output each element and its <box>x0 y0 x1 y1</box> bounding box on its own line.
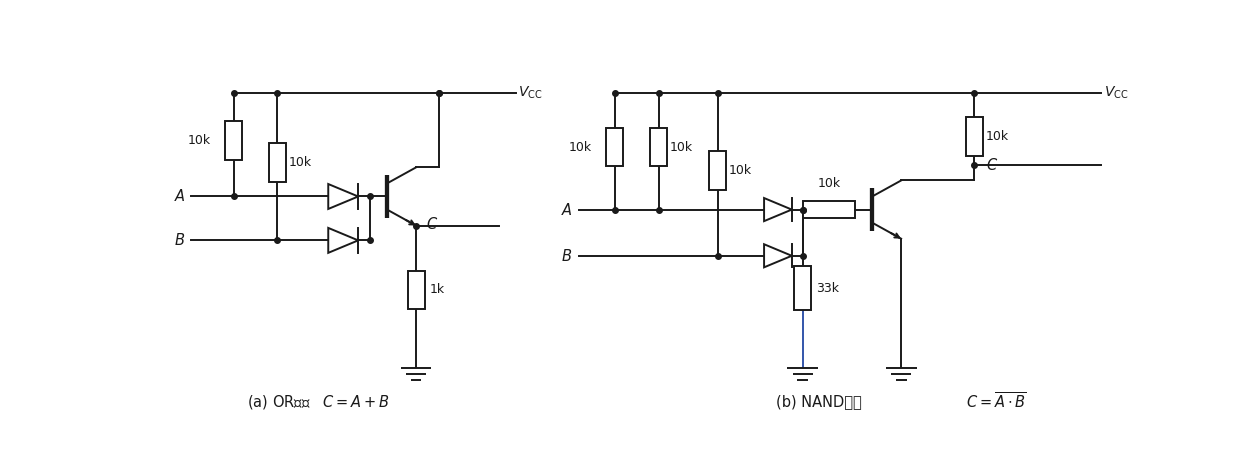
Text: 10k: 10k <box>986 130 1009 143</box>
Text: 1k: 1k <box>430 284 445 297</box>
Text: $C$: $C$ <box>986 157 998 173</box>
Text: 10k: 10k <box>569 141 591 154</box>
Text: 10k: 10k <box>728 164 752 177</box>
Text: 10k: 10k <box>187 134 210 147</box>
Text: $A$: $A$ <box>561 201 572 218</box>
Text: 33k: 33k <box>815 282 839 295</box>
Text: $B$: $B$ <box>175 232 185 248</box>
Text: 10k: 10k <box>818 177 840 189</box>
Bar <box>606 128 623 167</box>
Bar <box>225 121 242 160</box>
Text: $C$: $C$ <box>426 216 438 232</box>
Text: $C=\overline{A \cdot B}$: $C=\overline{A \cdot B}$ <box>966 392 1027 412</box>
Bar <box>794 266 811 310</box>
Bar <box>710 151 726 189</box>
Text: $V_{\rm CC}$: $V_{\rm CC}$ <box>518 84 543 101</box>
Text: (a) OR电路   $C=A+B$: (a) OR电路 $C=A+B$ <box>247 393 390 411</box>
Bar <box>269 143 286 182</box>
Text: $B$: $B$ <box>561 248 572 264</box>
Text: 10k: 10k <box>289 156 312 169</box>
Text: $A$: $A$ <box>175 188 186 205</box>
Bar <box>803 201 855 218</box>
Bar <box>966 117 982 156</box>
Text: (b) NAND电路: (b) NAND电路 <box>776 395 862 409</box>
Bar <box>408 271 424 309</box>
Bar <box>650 128 667 167</box>
Text: 10k: 10k <box>669 141 692 154</box>
Text: $V_{\rm CC}$: $V_{\rm CC}$ <box>1103 84 1128 101</box>
